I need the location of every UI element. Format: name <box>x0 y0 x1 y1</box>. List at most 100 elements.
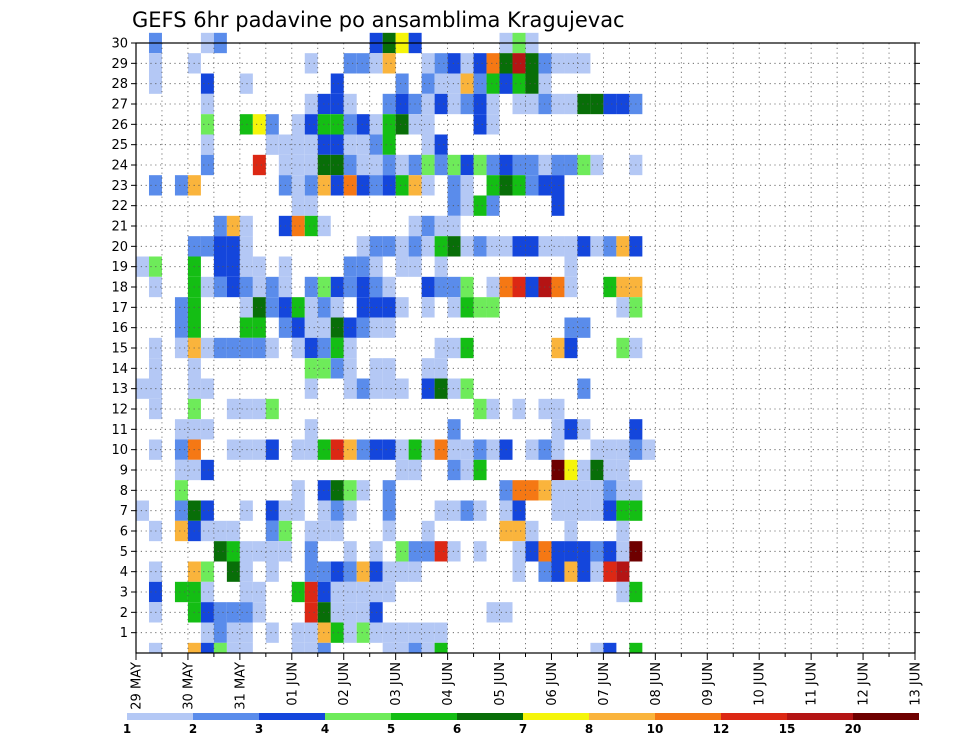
precip-cell <box>382 642 396 653</box>
precip-cell <box>265 541 279 562</box>
precip-cell <box>304 297 318 318</box>
precip-cell <box>447 154 461 176</box>
x-tick-label: 01 JUN <box>285 662 300 706</box>
precip-cell <box>200 73 214 94</box>
precip-cell <box>382 53 396 74</box>
y-tick-label: 1 <box>120 626 128 641</box>
precip-cell <box>239 561 253 582</box>
precip-cell <box>525 73 539 94</box>
legend-swatch <box>259 713 325 720</box>
precip-cell <box>304 53 318 74</box>
precip-cell <box>330 73 344 94</box>
precip-cell <box>564 276 578 298</box>
precip-cell <box>616 337 630 359</box>
precip-cell <box>304 276 318 298</box>
precip-cell <box>252 154 266 176</box>
precip-cell <box>304 561 318 582</box>
precip-cell <box>577 378 591 399</box>
precip-cell <box>343 256 357 277</box>
precip-cell <box>447 541 461 562</box>
precip-cell <box>174 317 188 338</box>
precip-cell <box>291 297 305 318</box>
precip-cell <box>616 439 630 460</box>
precip-cell <box>343 276 357 298</box>
precip-cell <box>395 93 409 115</box>
precip-cell <box>460 378 474 399</box>
precip-cell <box>382 114 396 135</box>
precip-cell <box>512 541 526 562</box>
y-tick-label: 24 <box>111 159 128 174</box>
y-tick-label: 25 <box>111 138 128 153</box>
precip-cell <box>291 114 305 135</box>
precip-cell <box>616 459 630 481</box>
x-tick-label: 12 JUN <box>857 662 872 706</box>
precip-cell <box>421 215 435 237</box>
precip-cell <box>291 581 305 603</box>
precip-cell <box>447 297 461 318</box>
precip-cell <box>447 93 461 115</box>
precip-cell <box>343 480 357 501</box>
precip-cell <box>525 480 539 501</box>
precip-cell <box>265 520 279 542</box>
precip-cell <box>239 581 253 603</box>
x-tick-label: 05 JUN <box>493 662 508 706</box>
precip-cell <box>343 93 357 115</box>
precip-cell <box>239 602 253 623</box>
precip-cell <box>226 642 240 653</box>
precip-cell <box>512 520 526 542</box>
precip-cell <box>616 500 630 521</box>
precip-cell <box>577 53 591 74</box>
precip-cell <box>304 378 318 399</box>
precip-cell <box>590 642 604 653</box>
precip-cell <box>148 642 162 653</box>
precip-cell <box>330 93 344 115</box>
precip-cell <box>330 114 344 135</box>
precip-cell <box>395 439 409 460</box>
precip-cell <box>343 358 357 379</box>
precip-cell <box>434 256 448 277</box>
precip-cell <box>382 276 396 298</box>
x-tick-label: 30 MAY <box>181 662 196 710</box>
precip-cell <box>304 602 318 623</box>
x-tick-label: 04 JUN <box>441 662 456 706</box>
precip-cell <box>330 500 344 521</box>
precip-cell <box>434 378 448 399</box>
precip-cell <box>304 439 318 460</box>
precip-cell <box>473 195 487 216</box>
precip-cell <box>136 256 149 277</box>
precip-cell <box>265 114 279 135</box>
legend-label: 3 <box>255 722 263 736</box>
precip-cell <box>395 256 409 277</box>
precip-cell <box>577 93 591 115</box>
precip-cell <box>616 480 630 501</box>
y-tick-label: 14 <box>111 362 128 377</box>
precip-cell <box>473 500 487 521</box>
grid-layer <box>136 43 915 653</box>
precip-cell <box>629 642 643 653</box>
y-tick-label: 30 <box>111 37 128 52</box>
precip-cell <box>473 154 487 176</box>
precip-cell <box>421 53 435 74</box>
precip-cell <box>226 602 240 623</box>
precip-cell <box>395 622 409 643</box>
precip-cell <box>200 276 214 298</box>
precip-cell <box>291 195 305 216</box>
precip-cell <box>356 561 370 582</box>
precip-cell <box>473 398 487 420</box>
precip-cell <box>577 561 591 582</box>
precip-cell <box>486 195 500 216</box>
precip-cell <box>226 520 240 542</box>
precip-cell <box>239 297 253 318</box>
precip-cell <box>213 236 227 257</box>
precip-cell <box>343 337 357 359</box>
precip-cell <box>434 93 448 115</box>
precip-cell <box>213 215 227 237</box>
precip-cell <box>252 541 266 562</box>
precip-cell <box>395 642 409 653</box>
precip-cell <box>330 175 344 196</box>
precip-cell <box>356 114 370 135</box>
precip-cell <box>486 236 500 257</box>
precip-cell <box>291 642 305 653</box>
precip-cell <box>239 642 253 653</box>
precip-cell <box>473 73 487 94</box>
